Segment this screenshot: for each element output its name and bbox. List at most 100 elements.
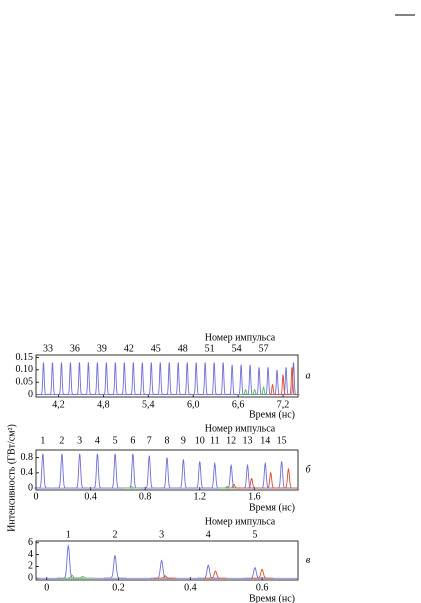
pulse — [158, 457, 176, 489]
pulse — [181, 362, 194, 395]
x-tick-label: 0.4 — [84, 491, 97, 502]
pulse-number: 39 — [97, 343, 107, 354]
pulse — [153, 575, 177, 579]
panel-letter: а — [306, 370, 311, 381]
pulse-number: 54 — [232, 343, 242, 354]
pulse — [250, 568, 274, 579]
y-tick-label: 0.10 — [16, 364, 34, 375]
pulse-number: 2 — [112, 529, 117, 540]
y-tick-label: 0 — [28, 573, 33, 584]
pulse — [71, 575, 94, 579]
y-tick-label: 4 — [28, 549, 33, 560]
pulse — [127, 362, 140, 395]
pulse — [243, 566, 267, 579]
y-tick-label: 2 — [28, 561, 33, 572]
pulse — [34, 453, 52, 489]
pulse-number: 42 — [124, 343, 134, 354]
pulse-number: 6 — [130, 435, 135, 446]
pulse — [262, 471, 280, 489]
pulse-number: 10 — [195, 435, 205, 446]
panel-title: Номер импульса — [205, 423, 276, 434]
y-axis-label: Интенсивность (ГВт/см²) — [6, 424, 17, 532]
pulse — [82, 362, 95, 395]
pulse-number: 5 — [252, 529, 257, 540]
x-tick-label: 0.4 — [184, 582, 197, 593]
pulse — [248, 388, 261, 395]
pulse — [270, 369, 284, 395]
pulse-number: 15 — [277, 435, 287, 446]
pulse — [46, 362, 59, 395]
pulse — [100, 362, 113, 395]
pulse-number: 2 — [59, 435, 64, 446]
pulse — [145, 362, 158, 395]
y-tick-label: 0.8 — [21, 452, 34, 463]
pulse-number: 14 — [260, 435, 270, 446]
pulse-number: 33 — [43, 343, 53, 354]
pulse — [199, 362, 212, 395]
pulse-number: 4 — [206, 529, 211, 540]
pulse — [64, 362, 77, 395]
y-tick-label: 0.4 — [21, 467, 34, 478]
pulse — [261, 367, 275, 395]
pulse — [106, 453, 124, 489]
pulse-number: 57 — [259, 343, 269, 354]
pulse-number: 3 — [159, 529, 164, 540]
y-tick-label: 0.05 — [16, 376, 34, 387]
pulse-number: 3 — [77, 435, 82, 446]
pulse — [37, 362, 50, 395]
pulse — [103, 554, 127, 579]
pulse — [208, 362, 221, 395]
pulse — [196, 564, 220, 579]
pulse — [225, 483, 243, 489]
pulse — [218, 486, 236, 489]
pulse-number: 13 — [243, 435, 253, 446]
pulse — [243, 477, 261, 489]
x-axis-label: Время (нс) — [249, 502, 295, 513]
x-axis-label: Время (нс) — [249, 409, 295, 420]
x-tick-label: 4,8 — [97, 399, 110, 410]
panel-title: Номер импульса — [205, 516, 276, 527]
pulse — [238, 463, 257, 489]
pulse — [279, 467, 298, 489]
pulse — [190, 362, 203, 395]
pulse-number: 1 — [40, 435, 45, 446]
y-tick-label: 0.15 — [16, 352, 34, 363]
x-axis-label: Время (нс) — [249, 593, 295, 603]
plot-frame — [35, 540, 299, 581]
x-tick-label: 6,0 — [187, 399, 200, 410]
pulse-number: 7 — [147, 435, 152, 446]
pulse — [285, 367, 299, 395]
x-tick-label: 0.6 — [256, 582, 269, 593]
pulse — [91, 362, 104, 395]
pulse-number: 11 — [210, 435, 220, 446]
pulse — [57, 543, 80, 579]
pulse — [136, 362, 149, 395]
y-tick-label: 0 — [28, 389, 33, 400]
panel-title: Номер импульса — [205, 332, 276, 343]
pulse-number: 45 — [151, 343, 161, 354]
x-tick-label: 6,6 — [232, 399, 245, 410]
pulse — [266, 383, 279, 395]
pulse — [174, 459, 192, 489]
x-tick-label: 0 — [44, 582, 49, 593]
pulse-number: 36 — [70, 343, 80, 354]
x-tick-label: 1.2 — [194, 491, 207, 502]
x-tick-label: 4,2 — [52, 399, 65, 410]
panel-letter: б — [305, 464, 311, 475]
pulse-number: 5 — [113, 435, 118, 446]
pulse-number: 48 — [178, 343, 188, 354]
pulse-number: 9 — [181, 435, 186, 446]
pulse-number: 8 — [165, 435, 170, 446]
x-tick-label: 0 — [34, 491, 39, 502]
pulse-number: 1 — [66, 529, 71, 540]
pulse — [191, 461, 209, 489]
pulse — [154, 362, 167, 395]
panel-letter: в — [306, 555, 311, 566]
x-tick-label: 5,4 — [142, 399, 155, 410]
pulse-number: 12 — [226, 435, 236, 446]
pulse — [222, 463, 240, 489]
pulse — [239, 388, 252, 395]
pulse — [55, 362, 68, 395]
